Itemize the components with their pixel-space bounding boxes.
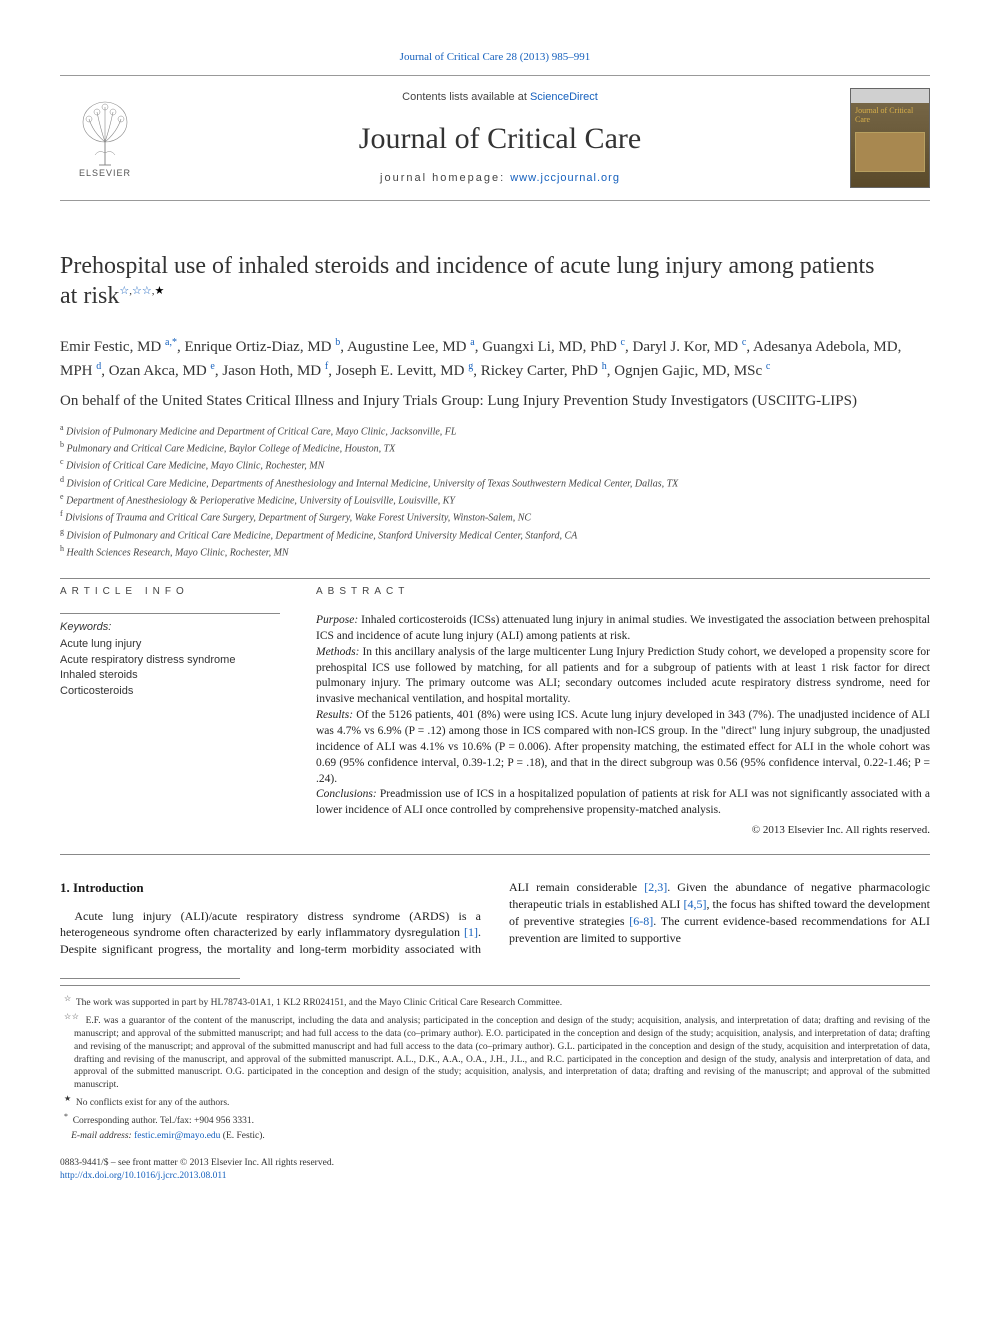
study-group-line: On behalf of the United States Critical … [60, 391, 930, 411]
title-line-1: Prehospital use of inhaled steroids and … [60, 253, 874, 279]
running-header-link[interactable]: Journal of Critical Care 28 (2013) 985–9… [400, 51, 591, 63]
footer-copyright: 0883-9441/$ – see front matter © 2013 El… [60, 1157, 930, 1170]
divider [60, 854, 930, 855]
author: Enrique Ortiz-Diaz, MD b [184, 339, 340, 355]
author: Daryl J. Kor, MD c [633, 339, 747, 355]
ref-link[interactable]: [4,5] [683, 897, 706, 911]
article-info: ARTICLE INFO Keywords: Acute lung injury… [60, 585, 280, 838]
affiliation: d Division of Critical Care Medicine, De… [60, 474, 930, 491]
contents-prefix: Contents lists available at [402, 91, 530, 103]
elsevier-logo: ELSEVIER [60, 88, 150, 188]
footnote-corresponding: * Corresponding author. Tel./fax: +904 9… [60, 1112, 930, 1128]
divider [60, 578, 930, 579]
article-title: Prehospital use of inhaled steroids and … [60, 251, 930, 311]
keywords-list: Acute lung injury Acute respiratory dist… [60, 637, 280, 701]
author-list: Emir Festic, MD a,*, Enrique Ortiz-Diaz,… [60, 335, 930, 384]
keyword: Acute respiratory distress syndrome [60, 653, 280, 669]
running-header: Journal of Critical Care 28 (2013) 985–9… [60, 50, 930, 65]
journal-name: Journal of Critical Care [150, 119, 850, 160]
footnote-divider [60, 978, 240, 979]
author: Rickey Carter, PhD h [481, 363, 607, 379]
sciencedirect-link[interactable]: ScienceDirect [530, 91, 598, 103]
homepage-line: journal homepage: www.jccjournal.org [150, 171, 850, 186]
email-link[interactable]: festic.emir@mayo.edu [134, 1131, 220, 1141]
elsevier-tree-icon [75, 97, 135, 167]
ref-link[interactable]: [2,3] [644, 880, 667, 894]
author: Augustine Lee, MD a [347, 339, 475, 355]
page-footer: 0883-9441/$ – see front matter © 2013 El… [60, 1157, 930, 1183]
section-heading-introduction: 1. Introduction [60, 879, 481, 897]
affiliation: c Division of Critical Care Medicine, Ma… [60, 456, 930, 473]
homepage-link[interactable]: www.jccjournal.org [510, 172, 620, 184]
footnote: ★ No conflicts exist for any of the auth… [60, 1094, 930, 1110]
footnote: ☆☆ E.F. was a guarantor of the content o… [60, 1012, 930, 1092]
info-abstract-row: ARTICLE INFO Keywords: Acute lung injury… [60, 585, 930, 838]
keywords-label: Keywords: [60, 620, 280, 635]
author: Emir Festic, MD a,* [60, 339, 177, 355]
author: Ozan Akca, MD e [109, 363, 215, 379]
title-line-2: at risk [60, 283, 119, 309]
affiliation: b Pulmonary and Critical Care Medicine, … [60, 439, 930, 456]
sciencedirect-line: Contents lists available at ScienceDirec… [150, 90, 850, 105]
homepage-prefix: journal homepage: [380, 172, 510, 184]
cover-thumb-title: Journal of Critical Care [851, 103, 929, 129]
author: Ognjen Gajic, MD, MSc c [614, 363, 770, 379]
masthead: ELSEVIER Contents lists available at Sci… [60, 75, 930, 201]
abstract-copyright: © 2013 Elsevier Inc. All rights reserved… [316, 823, 930, 838]
affiliation: a Division of Pulmonary Medicine and Dep… [60, 422, 930, 439]
affiliation: g Division of Pulmonary and Critical Car… [60, 526, 930, 543]
article-info-head: ARTICLE INFO [60, 585, 280, 599]
footnotes: ☆ The work was supported in part by HL78… [60, 985, 930, 1143]
cover-thumbnail: Journal of Critical Care [850, 88, 930, 188]
masthead-center: Contents lists available at ScienceDirec… [150, 90, 850, 186]
abstract-results: Results: Of the 5126 patients, 401 (8%) … [316, 708, 930, 787]
keyword: Corticosteroids [60, 684, 280, 700]
affiliation: h Health Sciences Research, Mayo Clinic,… [60, 543, 930, 560]
affiliation: f Divisions of Trauma and Critical Care … [60, 508, 930, 525]
doi-link[interactable]: http://dx.doi.org/10.1016/j.jcrc.2013.08… [60, 1171, 227, 1181]
author: Jason Hoth, MD f [222, 363, 328, 379]
body-text: 1. Introduction Acute lung injury (ALI)/… [60, 879, 930, 958]
author: Guangxi Li, MD, PhD c [482, 339, 625, 355]
abstract-methods: Methods: In this ancillary analysis of t… [316, 645, 930, 708]
keyword: Inhaled steroids [60, 668, 280, 684]
divider [60, 613, 280, 614]
abstract-head: ABSTRACT [316, 585, 930, 599]
footnote: ☆ The work was supported in part by HL78… [60, 994, 930, 1010]
footnote-email: E-mail address: festic.emir@mayo.edu (E.… [60, 1130, 930, 1143]
abstract-conclusions: Conclusions: Preadmission use of ICS in … [316, 787, 930, 819]
abstract: ABSTRACT Purpose: Inhaled corticosteroid… [316, 585, 930, 838]
elsevier-label: ELSEVIER [79, 167, 131, 179]
abstract-purpose: Purpose: Inhaled corticosteroids (ICSs) … [316, 613, 930, 645]
author: Joseph E. Levitt, MD g [336, 363, 474, 379]
affiliations: a Division of Pulmonary Medicine and Dep… [60, 422, 930, 561]
ref-link[interactable]: [6-8] [629, 914, 653, 928]
ref-link[interactable]: [1] [464, 925, 478, 939]
affiliation: e Department of Anesthesiology & Periope… [60, 491, 930, 508]
keyword: Acute lung injury [60, 637, 280, 653]
